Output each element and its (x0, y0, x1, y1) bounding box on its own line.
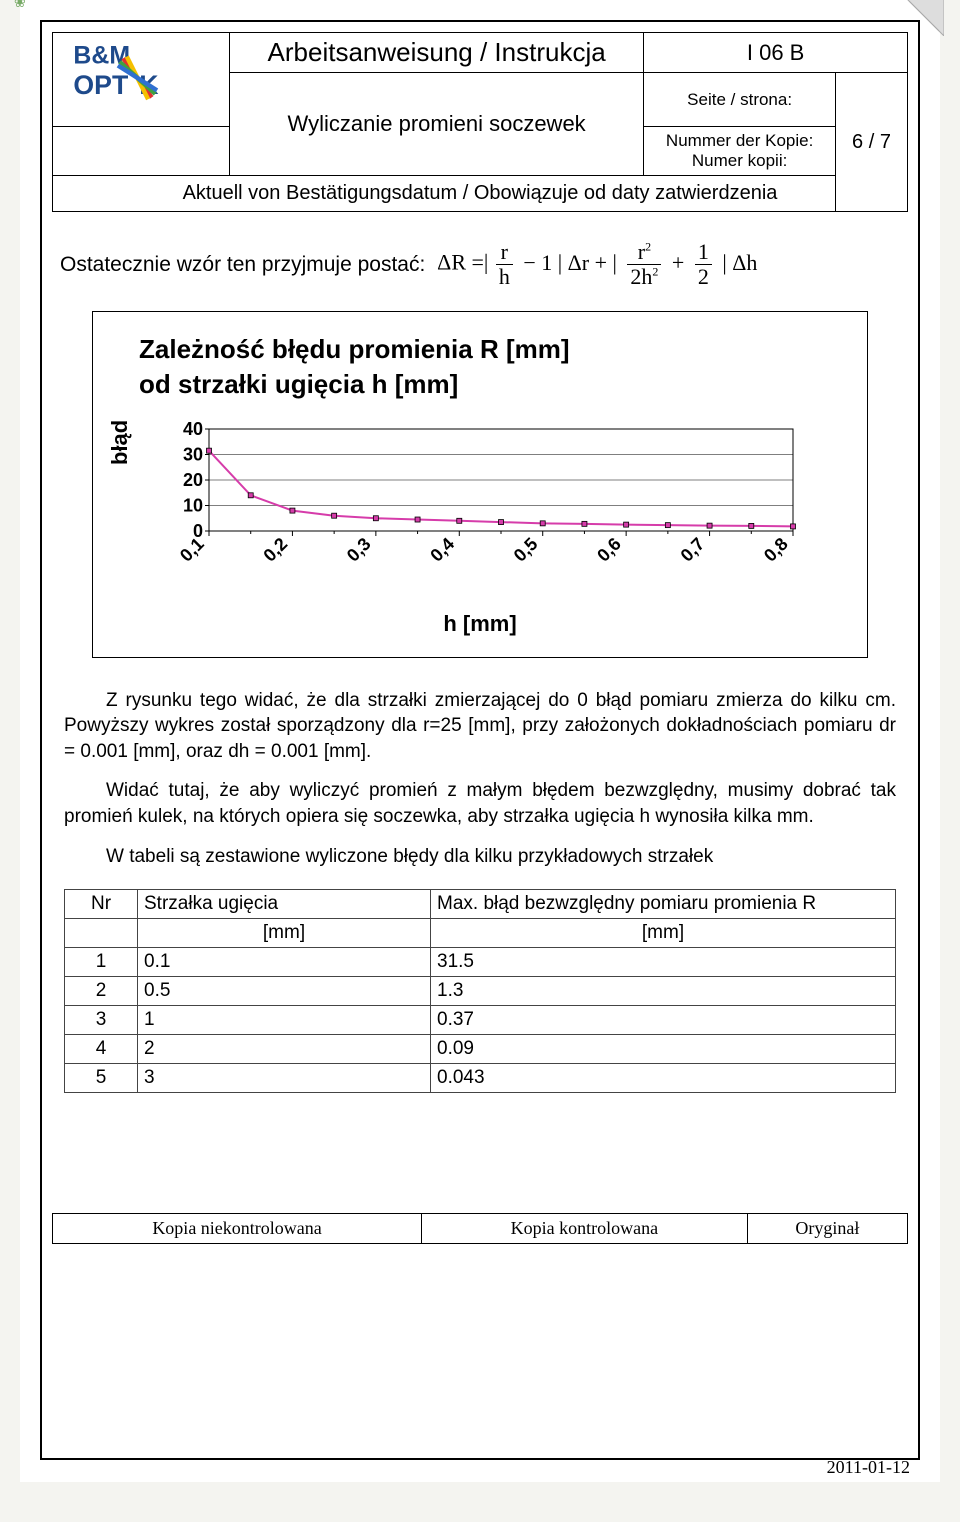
svg-text:0,5: 0,5 (510, 533, 542, 565)
cell-strz: 1 (138, 1006, 431, 1035)
th-unit2: [mm] (431, 919, 896, 948)
bm-optik-logo: B&M OPT K (66, 37, 216, 117)
sub-title: Wyliczanie promieni soczewek (230, 73, 644, 176)
chart-xlabel: h [mm] (109, 611, 851, 637)
f-m1: − 1 | Δr + | (523, 250, 617, 275)
svg-text:10: 10 (183, 495, 203, 515)
f-plus: + (672, 250, 684, 275)
logo-cell-ext (53, 127, 230, 176)
f-2: 2 (695, 265, 712, 289)
chart-title-l1: Zależność błędu promienia R [mm] (139, 334, 570, 364)
th-nr: Nr (65, 890, 138, 919)
table-row: 530.043 (65, 1064, 896, 1093)
th-unit1: [mm] (138, 919, 431, 948)
nummer-l2: Numer kopii: (692, 151, 787, 170)
f-2h2: 2h (630, 264, 652, 289)
f-r2: r (638, 239, 645, 264)
cell-err: 0.37 (431, 1006, 896, 1035)
para-1: Z rysunku tego widać, że dla strzałki zm… (64, 688, 896, 765)
chart-title: Zależność błędu promienia R [mm] od strz… (139, 332, 851, 402)
footer-c3: Oryginał (747, 1214, 907, 1244)
svg-text:40: 40 (183, 421, 203, 439)
svg-text:0,1: 0,1 (176, 533, 208, 565)
footer-table: Kopia niekontrolowana Kopia kontrolowana… (52, 1213, 908, 1244)
cell-nr: 3 (65, 1006, 138, 1035)
cell-nr: 4 (65, 1035, 138, 1064)
cell-err: 0.09 (431, 1035, 896, 1064)
cell-strz: 0.1 (138, 948, 431, 977)
formula-expr: ΔR =| rh − 1 | Δr + | r22h2 + 12 | Δh (437, 240, 760, 289)
corner-deco: ❀ (14, 0, 26, 11)
table-row: 10.131.5 (65, 948, 896, 977)
cell-nr: 5 (65, 1064, 138, 1093)
cell-err: 0.043 (431, 1064, 896, 1093)
cell-nr: 2 (65, 977, 138, 1006)
cell-strz: 2 (138, 1035, 431, 1064)
cell-err: 31.5 (431, 948, 896, 977)
f-h: h (496, 265, 513, 289)
svg-text:0,8: 0,8 (760, 533, 792, 565)
seite-label: Seite / strona: (644, 73, 836, 127)
f-r: r (496, 240, 513, 265)
nummer-l1: Nummer der Kopie: (666, 131, 813, 150)
svg-text:30: 30 (183, 444, 203, 464)
cell-nr: 1 (65, 948, 138, 977)
f-1: 1 (695, 240, 712, 265)
chart-card: Zależność błędu promienia R [mm] od strz… (92, 311, 868, 657)
chart-ylabel: błąd (107, 419, 133, 464)
f-sq2: 2 (652, 265, 658, 279)
th-strz: Strzałka ugięcia (138, 890, 431, 919)
footer-c1: Kopia niekontrolowana (53, 1214, 422, 1244)
svg-text:0,3: 0,3 (343, 533, 375, 565)
para-2: Widać tutaj, że aby wyliczyć promień z m… (64, 778, 896, 829)
table-row: 420.09 (65, 1035, 896, 1064)
svg-text:0,2: 0,2 (259, 533, 291, 565)
svg-text:OPT: OPT (73, 70, 128, 100)
footer-c2: Kopia kontrolowana (422, 1214, 748, 1244)
svg-text:0,7: 0,7 (677, 533, 709, 565)
cell-strz: 3 (138, 1064, 431, 1093)
table-row: 310.37 (65, 1006, 896, 1035)
chart-plot: 0102030400,10,20,30,40,50,60,70,8 (165, 421, 805, 591)
chart-title-l2: od strzałki ugięcia h [mm] (139, 369, 458, 399)
f-dR: ΔR =| (437, 250, 488, 275)
svg-text:0,6: 0,6 (593, 533, 625, 565)
f-sq1: 2 (645, 240, 651, 254)
th-blank (65, 919, 138, 948)
th-err: Max. błąd bezwzględny pomiaru promienia … (431, 890, 896, 919)
svg-text:0,4: 0,4 (426, 533, 458, 565)
formula-intro: Ostatecznie wzór ten przyjmuje postać: (60, 253, 425, 277)
cell-strz: 0.5 (138, 977, 431, 1006)
svg-text:20: 20 (183, 470, 203, 490)
nummer-cell: Nummer der Kopie: Numer kopii: (644, 127, 836, 176)
main-title: Arbeitsanweisung / Instrukcja (230, 33, 644, 73)
confirm-line: Aktuell von Bestätigungsdatum / Obowiązu… (53, 176, 908, 212)
header-table: B&M OPT K Arbeitsanweisung / Instrukcja … (52, 32, 908, 212)
page-date: 2011-01-12 (827, 1457, 910, 1478)
logo-cell: B&M OPT K (53, 33, 230, 127)
f-dh: | Δh (722, 250, 757, 275)
doc-id: I 06 B (644, 33, 908, 73)
formula-line: Ostatecznie wzór ten przyjmuje postać: Δ… (60, 240, 900, 289)
error-table: Nr Strzałka ugięcia Max. błąd bezwzględn… (64, 889, 896, 1093)
para-3: W tabeli są zestawione wyliczone błędy d… (64, 844, 896, 870)
cell-err: 1.3 (431, 977, 896, 1006)
table-row: 20.51.3 (65, 977, 896, 1006)
